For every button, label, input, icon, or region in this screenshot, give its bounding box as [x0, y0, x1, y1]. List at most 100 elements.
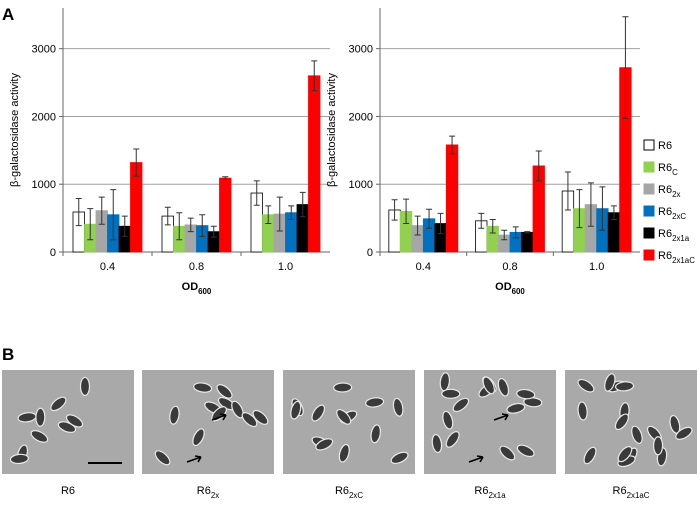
cell	[442, 410, 454, 430]
x-tick-label: 0.4	[416, 261, 431, 273]
cell	[333, 382, 353, 393]
error-bar	[489, 218, 496, 234]
legend-label: R62x	[658, 184, 680, 199]
cell	[482, 376, 495, 395]
legend-label: R62x1aC	[658, 250, 695, 265]
error-bar	[288, 205, 295, 220]
y-tick-label: 0	[50, 247, 56, 259]
arrow	[468, 455, 484, 463]
error-bar	[403, 198, 410, 225]
cell	[193, 382, 213, 393]
error-bar	[75, 197, 82, 227]
x-axis-label: OD600	[495, 281, 525, 296]
y-tick-label: 2000	[349, 111, 373, 123]
error-bar	[391, 199, 398, 221]
error-bar	[576, 189, 583, 229]
error-bar	[87, 208, 94, 241]
error-bar	[187, 217, 194, 233]
error-bar	[524, 231, 531, 234]
cell	[499, 445, 516, 461]
legend-swatch	[643, 205, 655, 217]
x-tick-label: 0.8	[189, 261, 204, 273]
cell	[365, 397, 385, 408]
cell	[311, 404, 326, 422]
cell	[9, 453, 29, 465]
cell	[169, 405, 180, 425]
cell	[675, 426, 693, 440]
error-bar	[564, 171, 571, 211]
y-tick-label: 3000	[349, 44, 373, 56]
error-bar	[222, 176, 229, 180]
error-bar	[199, 214, 206, 237]
bar	[521, 231, 534, 253]
legend-label: R6C	[658, 162, 678, 177]
error-bar	[512, 226, 519, 239]
micrograph-label: R62x	[197, 485, 219, 500]
micrograph-label: R62x1aC	[613, 485, 650, 500]
micrograph-label: R6	[61, 485, 75, 497]
y-tick-label: 1000	[32, 179, 56, 191]
cell	[617, 446, 633, 463]
cell	[497, 377, 510, 397]
cell	[336, 409, 352, 425]
y-tick-label: 1000	[349, 179, 373, 191]
error-bar	[587, 182, 594, 227]
error-bar	[276, 196, 283, 232]
cell	[577, 401, 588, 421]
cell	[65, 414, 84, 428]
error-bar	[622, 16, 629, 119]
cell	[50, 396, 67, 412]
arrow	[211, 413, 227, 421]
legend-swatch	[643, 183, 655, 195]
legend-swatch	[643, 227, 655, 239]
cell	[30, 430, 49, 443]
bar	[445, 144, 459, 253]
panel-label: A	[2, 5, 14, 24]
y-tick-label: 0	[367, 247, 373, 259]
x-tick-label: 0.8	[502, 261, 517, 273]
error-bar	[265, 205, 272, 225]
error-bar	[449, 135, 456, 155]
error-bar	[98, 196, 105, 225]
cell	[290, 400, 302, 420]
bar	[308, 75, 321, 253]
error-bar	[501, 229, 508, 241]
legend-label: R6	[658, 140, 672, 152]
legend-swatch	[643, 139, 655, 151]
cell	[452, 397, 470, 413]
cell	[441, 388, 461, 399]
error-bar	[121, 215, 128, 237]
error-bar	[176, 212, 183, 241]
cell	[577, 378, 595, 393]
cell	[445, 431, 460, 448]
cell	[516, 388, 536, 400]
cells	[577, 373, 693, 468]
cell	[652, 436, 664, 456]
cell	[604, 373, 616, 392]
error-bar	[426, 208, 433, 229]
error-bar	[610, 205, 617, 220]
cell	[338, 443, 350, 463]
x-axis-label: OD600	[182, 281, 212, 296]
cell	[241, 412, 258, 428]
error-bar	[311, 60, 318, 92]
cell	[79, 376, 91, 397]
cell	[506, 402, 526, 414]
micrograph-label: R62xC	[335, 485, 363, 500]
cells	[290, 382, 409, 465]
cell	[516, 444, 535, 458]
cell	[231, 400, 244, 419]
error-bar	[253, 180, 260, 206]
panel-label: B	[2, 345, 14, 364]
error-bar	[414, 215, 421, 236]
cells	[9, 376, 91, 465]
cell	[315, 438, 334, 451]
cell	[583, 446, 597, 465]
cells	[154, 382, 269, 466]
x-tick-label: 0.4	[100, 261, 115, 273]
cell	[192, 428, 205, 447]
error-bar	[478, 212, 485, 229]
error-bar	[535, 150, 542, 182]
bar	[219, 177, 232, 253]
cell	[35, 407, 46, 427]
